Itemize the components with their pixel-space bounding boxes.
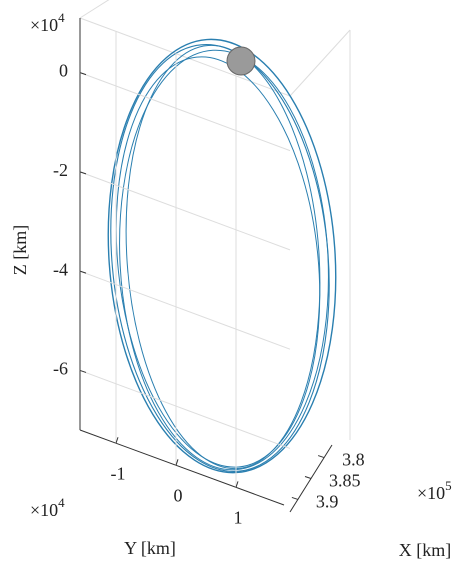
z-tick-label: -6 — [53, 359, 68, 379]
x-exponent: ×105 — [417, 478, 452, 503]
grid-line — [79, 171, 291, 251]
z-tick — [79, 72, 87, 76]
y-tick — [115, 437, 119, 444]
x-tick — [317, 455, 325, 459]
grid-line — [79, 72, 291, 152]
x-tick — [304, 476, 312, 479]
z-tick-label: -2 — [53, 160, 68, 180]
x-tick — [291, 496, 299, 500]
x-axis-label: X [km] — [399, 540, 452, 560]
y-tick-label: 0 — [174, 485, 183, 505]
z-tick — [79, 270, 87, 274]
y-tick — [175, 459, 179, 466]
y-axis-label: Y [km] — [124, 538, 176, 558]
orbit — [107, 38, 337, 474]
grid-line — [79, 369, 291, 449]
z-exponent: ×104 — [30, 10, 65, 35]
z-tick-label: 0 — [59, 61, 68, 81]
z-tick-label: -4 — [53, 259, 68, 279]
moon — [226, 46, 256, 76]
z-tick — [79, 369, 87, 373]
y-tick-label: -1 — [111, 463, 126, 483]
x-tick-label: 3.9 — [316, 492, 339, 512]
y-exponent: ×104 — [30, 495, 65, 520]
y-tick-label: 1 — [234, 507, 243, 527]
grid-line — [79, 270, 291, 350]
y-tick — [235, 481, 239, 488]
z-tick — [79, 171, 87, 175]
x-tick-label: 3.85 — [329, 471, 361, 491]
z-axis-label: Z [km] — [10, 225, 30, 275]
x-tick-label: 3.8 — [342, 450, 365, 470]
